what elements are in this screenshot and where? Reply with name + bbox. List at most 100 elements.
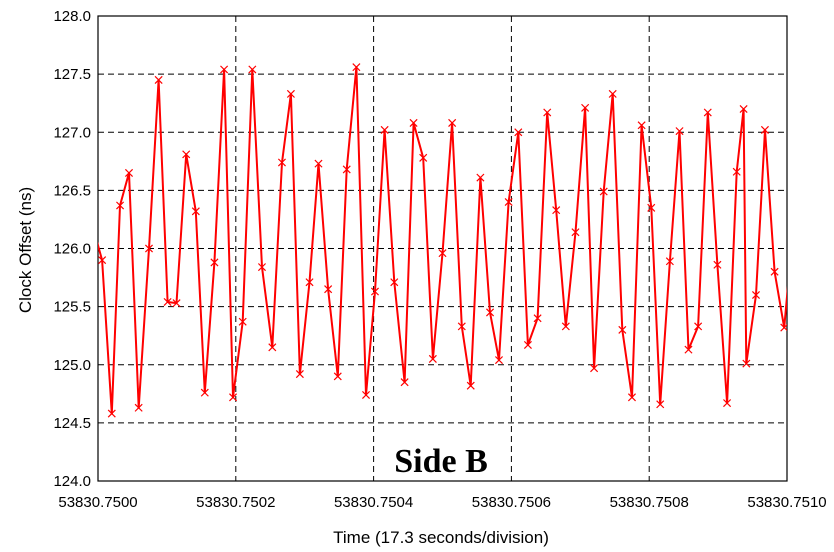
data-point-marker [637, 121, 646, 130]
data-point-marker [428, 354, 437, 363]
y-tick-label: 127.0 [53, 124, 91, 141]
data-point-marker [172, 299, 181, 308]
data-point-marker [810, 454, 817, 461]
data-point-marker [751, 290, 761, 300]
data-point-marker [647, 203, 656, 212]
series-line [98, 66, 787, 415]
data-point-marker [352, 63, 361, 72]
data-point-marker [780, 323, 787, 332]
data-point-marker [409, 118, 418, 127]
data-point-marker [523, 340, 532, 350]
x-tick-label: 53830.7510 [747, 494, 826, 511]
data-point-marker [163, 297, 172, 306]
x-tick-label: 53830.7500 [58, 494, 137, 511]
data-point-marker [107, 409, 116, 418]
data-point-marker [314, 159, 323, 168]
data-point-marker [561, 322, 570, 331]
data-point-marker [571, 228, 580, 237]
data-point-marker [200, 388, 209, 397]
data-point-marker [134, 403, 143, 412]
data-point-marker [182, 150, 191, 159]
data-point-marker [457, 322, 466, 331]
data-point-marker [770, 267, 779, 276]
data-point-marker [448, 118, 457, 127]
data-point-marker [220, 65, 229, 74]
x-tick-label: 53830.7506 [472, 494, 551, 511]
y-tick-label: 124.0 [53, 473, 91, 490]
data-point-marker [419, 153, 428, 162]
data-point-marker [723, 399, 732, 408]
data-point-marker [665, 257, 674, 266]
data-point-marker [466, 381, 475, 390]
data-point-marker [342, 165, 351, 174]
data-point-marker [476, 173, 485, 182]
data-point-marker [608, 89, 617, 98]
data-point-marker [98, 256, 107, 265]
y-axis-title: Clock Offset (ns) [16, 187, 35, 313]
data-point-marker [675, 127, 684, 136]
y-tick-label: 128.0 [53, 8, 91, 25]
x-tick-label: 53830.7502 [196, 494, 275, 511]
data-point-marker [124, 168, 134, 177]
data-point-marker [504, 197, 513, 207]
data-point-marker [390, 278, 399, 287]
data-point-marker [590, 364, 599, 373]
data-point-marker [238, 317, 247, 326]
data-point-marker [739, 104, 748, 114]
x-tick-label: 53830.7504 [334, 494, 413, 511]
data-point-marker [116, 201, 125, 210]
data-point-marker [684, 345, 693, 354]
data-point-marker [819, 257, 826, 264]
y-tick-label: 124.5 [53, 415, 91, 432]
data-point-marker [370, 287, 380, 296]
data-point-marker [324, 285, 333, 294]
data-point-marker [361, 390, 371, 399]
x-axis-title: Time (17.3 seconds/division) [333, 528, 549, 547]
data-point-marker [552, 206, 561, 215]
data-point-marker [790, 217, 797, 224]
data-point-marker [380, 125, 389, 134]
data-point-marker [543, 108, 552, 117]
data-point-marker [257, 263, 267, 272]
data-point-marker [694, 322, 703, 331]
data-point-marker [742, 359, 751, 368]
data-point-marker [486, 308, 495, 317]
data-point-marker [438, 249, 447, 258]
grid-lines [98, 16, 787, 481]
y-tick-label: 126.0 [53, 241, 91, 258]
data-point-marker [400, 378, 409, 387]
data-point-marker [533, 314, 542, 323]
data-point-marker [829, 71, 834, 78]
data-point-marker [627, 393, 636, 402]
data-point-marker [248, 65, 257, 74]
data-point-marker [494, 356, 504, 365]
data-point-marker [713, 260, 722, 269]
data-point-marker [154, 75, 163, 84]
data-point-marker [333, 372, 342, 381]
data-point-marker [618, 325, 627, 334]
y-tick-label: 125.0 [53, 357, 91, 374]
data-point-marker [229, 393, 238, 402]
data-point-marker [581, 103, 590, 112]
data-point-marker [800, 121, 807, 128]
series-layer [98, 63, 834, 461]
data-point-marker [277, 158, 286, 167]
data-point-marker [295, 370, 304, 379]
y-axis-tick-labels: 124.0 124.5 125.0 125.5 126.0 126.5 127.0 127.5… [53, 8, 91, 490]
y-tick-label: 125.5 [53, 299, 91, 316]
data-point-marker [210, 258, 219, 267]
data-point-marker [144, 244, 154, 253]
x-axis-tick-labels: 53830.7500 53830.7502 53830.7504 53830.7506… [58, 494, 826, 511]
y-tick-label: 127.5 [53, 66, 91, 83]
data-point-marker [268, 343, 277, 352]
data-point-marker [191, 207, 200, 216]
data-point-marker [514, 128, 523, 137]
data-point-marker [703, 108, 712, 117]
data-point-marker [656, 400, 665, 409]
data-point-marker [760, 125, 769, 134]
side-label-annotation: Side B [394, 443, 488, 480]
data-point-marker [286, 89, 295, 98]
data-point-marker [599, 187, 608, 196]
data-point-marker [732, 167, 741, 176]
